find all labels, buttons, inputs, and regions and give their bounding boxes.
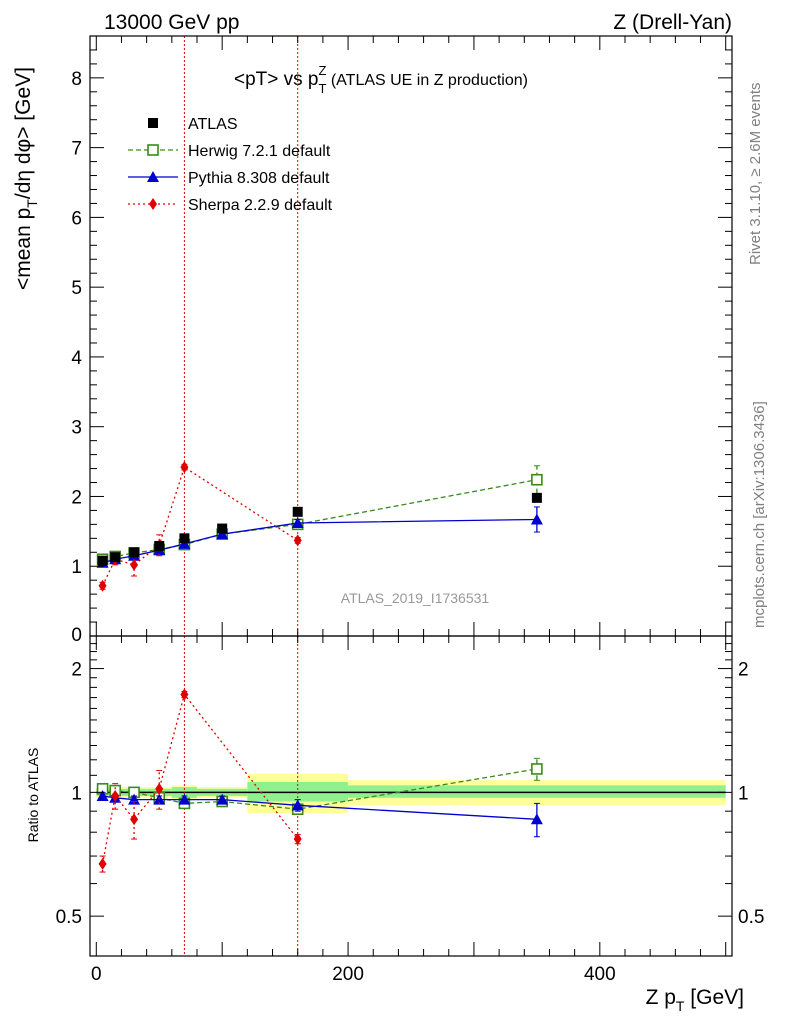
ratio-bands [96,773,726,814]
main-sherpa-2-2-9-default-point [180,461,189,474]
main-ytick-label-zero: 0 [71,625,82,646]
ratio-panel-frame [89,635,733,957]
ratio-ytick-label: 0.5 [56,907,82,928]
ratio-pythia-8-308-default-point [216,793,229,805]
rivet-label: Rivet 3.1.10, ≥ 2.6M events [747,83,764,266]
ylabel-part-b: /dη dφ> [GeV] [12,67,35,199]
ratio-pythia-8-308-default-point [96,789,109,801]
legend-pythia-8-308-default-marker [147,171,159,182]
legend-herwig-7-2-1-default-label: Herwig 7.2.1 default [188,143,331,160]
legend-atlas-label: ATLAS [188,116,238,133]
ratio-ytick-label-right: 1 [738,783,749,804]
chart-title: <pT> vs pTZ (ATLAS UE in Z production) [234,63,528,96]
legend-atlas-marker [148,118,158,128]
xtick-label: 400 [584,964,616,985]
ratio-herwig-7-2-1-default-point [531,763,543,775]
main-atlas-point [179,533,190,544]
main-sherpa-2-2-9-default-point [293,534,302,547]
main-ytick-label: 7 [71,139,82,160]
main-atlas-point [129,547,140,558]
main-panel-plot [96,36,543,636]
ratio-sherpa-2-2-9-default-point [293,833,302,846]
main-ytick-label: 4 [71,348,82,369]
main-pythia-8-308-default-point [216,528,229,540]
ratio-sherpa-2-2-9-default-point [180,688,189,701]
header-right: Z (Drell-Yan) [613,11,732,34]
main-herwig-7-2-1-default-point [531,473,543,486]
axes: 1 2 3 4 5 6 7 8 0 0 200 400 0.5 0.5 1 1 2 2 [56,36,764,985]
legend-herwig-7-2-1-default-marker [147,144,159,156]
xlabel-part-a: Z p [646,986,676,1009]
ratio-ylabel: Ratio to ATLAS [25,748,41,843]
main-sherpa-2-2-9-default-line [102,466,299,587]
xlabel-sub: T [676,998,685,1014]
main-atlas-point [531,492,542,503]
main-ylabel: <mean pT/dη dφ> [GeV] [12,67,40,290]
main-ytick-label: 3 [71,418,82,439]
main-atlas-point [97,555,108,566]
mcplots-label: mcplots.cern.ch [arXiv:1306.3436] [751,401,768,628]
ylabel-part-a: <mean p [12,208,35,290]
main-ytick-label: 1 [71,557,82,578]
main-atlas-point [154,541,165,551]
xtick-label: 200 [332,964,364,985]
main-atlas-point [292,506,303,517]
ylabel-sub: T [24,199,40,208]
main-pythia-8-308-default-point [178,537,191,549]
title-sup: Z [318,63,326,78]
main-pythia-8-308-default-line [102,518,537,564]
legend-sherpa-2-2-9-default-label: Sherpa 2.2.9 default [188,197,333,214]
xtick-label: 0 [91,964,102,985]
main-sherpa-2-2-9-default-point [98,579,107,592]
main-pythia-8-308-default-point [530,513,543,525]
header-left: 13000 GeV pp [104,11,239,34]
legend-pythia-8-308-default-label: Pythia 8.308 default [188,170,330,187]
main-sherpa-2-2-9-default-point [130,558,139,571]
main-ytick-label: 6 [71,208,82,229]
ratio-sherpa-2-2-9-default-point [130,813,139,826]
main-herwig-7-2-1-default-line [102,479,538,560]
ratio-sherpa-2-2-9-default-line [101,693,299,864]
main-atlas-point [110,552,121,563]
title-sub: T [319,81,327,96]
ratio-sherpa-2-2-9-default-point [111,789,120,802]
ratio-pythia-8-308-default-point [178,793,191,805]
ratio-ytick-label-right: 0.5 [738,907,764,928]
title-part-b: (ATLAS UE in Z production) [326,72,528,89]
main-ytick-label: 8 [71,69,82,90]
legend: ATLAS Herwig 7.2.1 default Pythia 8.308 de… [128,116,333,214]
ratio-sherpa-2-2-9-default-point [155,782,164,795]
ratio-ytick-label: 1 [71,783,82,804]
title-part-a: <pT> vs p [234,69,319,90]
ratio-ytick-label-right: 2 [738,660,749,681]
legend-sherpa-2-2-9-default-marker [149,198,157,210]
x-axis-label: Z pT [GeV] [646,986,744,1014]
analysis-id: ATLAS_2019_I1736531 [341,590,490,606]
xlabel-part-b: [GeV] [684,986,744,1009]
ratio-band-inner [348,785,726,798]
main-ytick-label: 2 [71,487,82,508]
ratio-sherpa-2-2-9-default-point [98,857,107,870]
main-pythia-8-308-default-point [291,516,304,528]
ratio-ytick-label: 2 [71,660,82,681]
ratio-pythia-8-308-default-point [291,799,304,811]
main-ytick-label: 5 [71,278,82,299]
ratio-herwig-7-2-1-default-line [102,768,537,810]
ratio-panel-plot [96,636,543,956]
main-atlas-point [217,523,228,534]
ratio-pythia-8-308-default-point [530,813,543,825]
